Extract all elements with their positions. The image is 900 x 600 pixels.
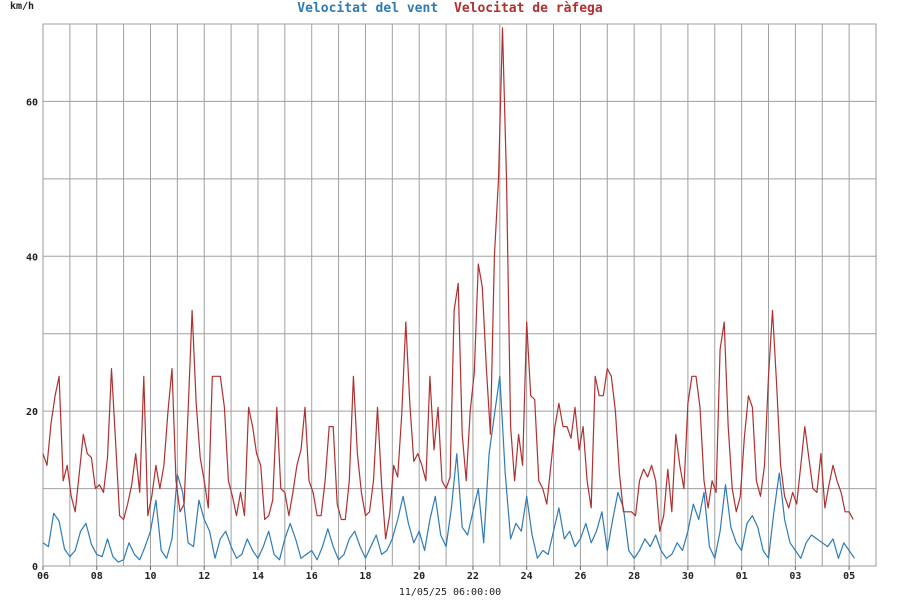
legend: Velocitat del vent Velocitat de ràfega [297,1,603,16]
x-axis-date-label: 11/05/25 06:00:00 [399,587,501,598]
x-tick-label: 16 [306,571,318,582]
x-tick-label: 12 [198,571,210,582]
legend-item-gust-speed: Velocitat de ràfega [454,1,603,16]
legend-item-wind-speed: Velocitat del vent [297,1,438,16]
series-line-wind-speed [42,375,855,563]
y-axis-unit: km/h [10,1,34,12]
x-tick-label: 26 [574,571,586,582]
x-tick-label: 10 [144,571,156,582]
x-tick-label: 01 [736,571,748,582]
x-tick-label: 08 [91,571,103,582]
y-tick-label: 0 [32,562,38,573]
series-line-gust-speed [42,27,854,540]
x-tick-label: 24 [521,571,533,582]
x-tick-label: 30 [682,571,694,582]
x-tick-label: 18 [359,571,371,582]
x-tick-label: 28 [628,571,640,582]
x-tick-label: 14 [252,571,264,582]
x-tick-label: 05 [843,571,855,582]
x-tick-label: 03 [789,571,801,582]
series-layer [42,27,855,563]
y-tick-label: 20 [26,407,38,418]
y-axis-ticks: 0 20 40 60 [26,97,38,573]
y-tick-label: 60 [26,97,38,108]
x-tick-label: 20 [413,571,425,582]
x-tick-label: 22 [467,571,479,582]
y-tick-label: 40 [26,252,38,263]
x-tick-label: 06 [37,571,49,582]
x-axis-ticks: 06 08 10 12 14 16 18 20 22 24 26 28 30 01 03 05 [37,566,855,582]
